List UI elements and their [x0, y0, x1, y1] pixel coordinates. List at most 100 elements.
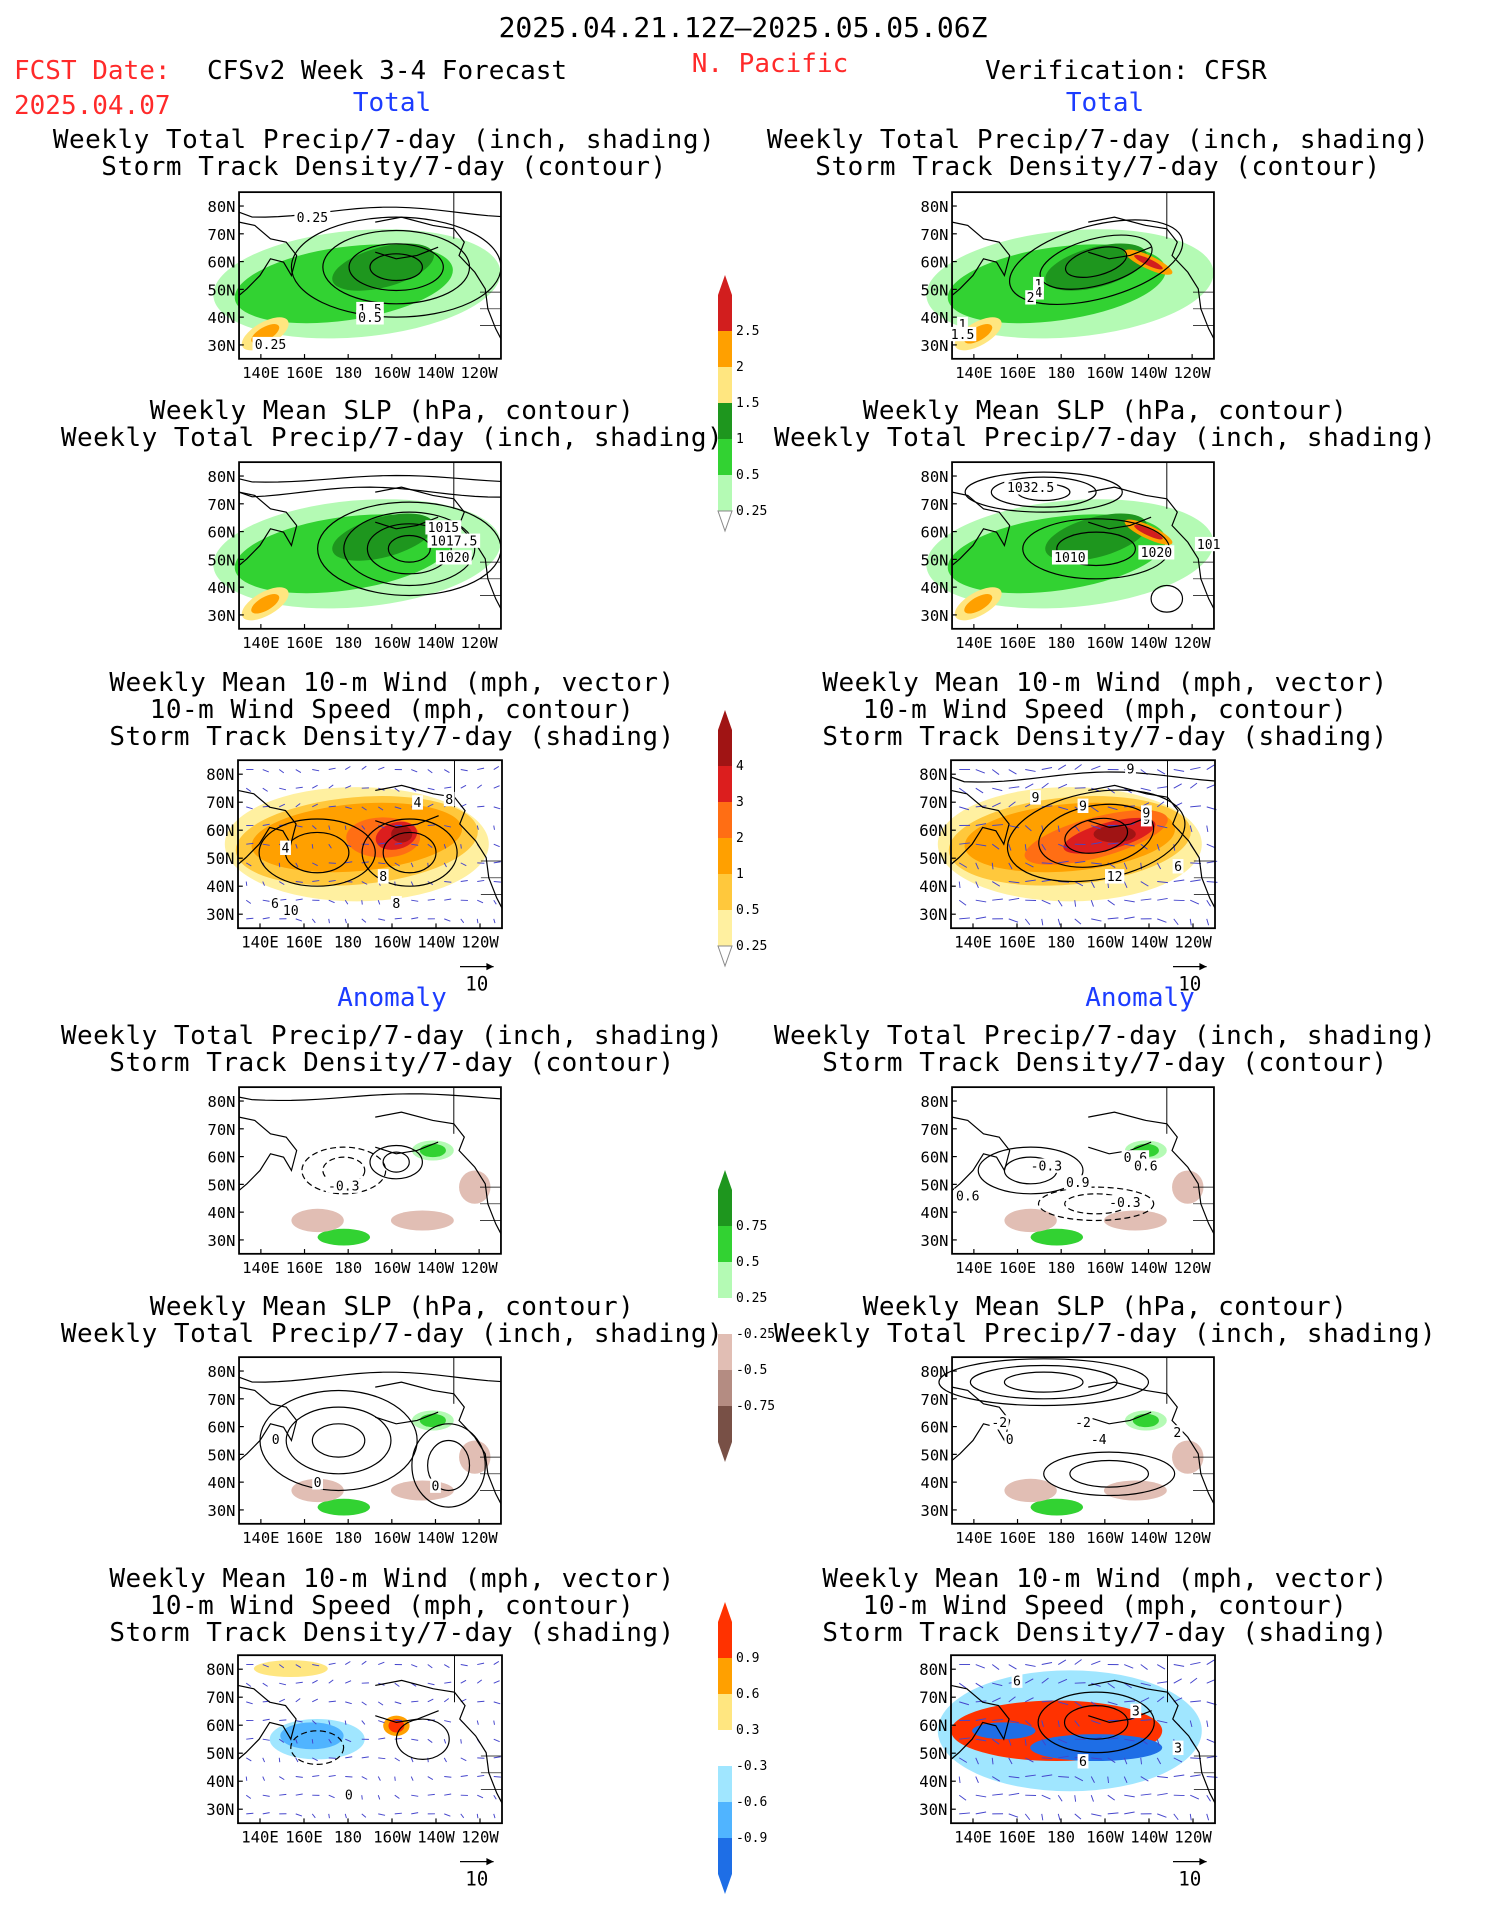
lon-label-180: 180 [1047, 364, 1075, 382]
colorbar-segment-1 [718, 1226, 732, 1262]
wind-anom-vector-3-14 [476, 1720, 479, 1725]
wind-vector-1-5 [1041, 782, 1049, 789]
wind-vector-2-0 [959, 806, 970, 811]
slp-contour-a [238, 474, 501, 483]
wind-vector-0-14 [477, 767, 485, 771]
wind-anom-vector-6-7 [1074, 1776, 1084, 1782]
contour-label-fp1-3-bg [356, 310, 384, 325]
lon-label-140W: 140W [417, 1259, 455, 1277]
colorbar-segment-4 [718, 1802, 732, 1838]
lat-label-40N: 40N [921, 1474, 949, 1492]
wind-vector-0-3 [295, 769, 302, 773]
wind-anom-vector-4-11 [1140, 1738, 1148, 1745]
wind-anom-vector-1-4 [1025, 1678, 1034, 1684]
wind-vector-8-15 [493, 918, 496, 924]
wind-anom-vector-7-10 [1124, 1794, 1135, 1798]
wind-anom-vector-4-0 [959, 1737, 970, 1740]
wind-vector-8-9 [1107, 917, 1119, 920]
wind-anom-vector-5-3 [295, 1757, 299, 1763]
coastline-north-america [375, 216, 502, 340]
slp-anom-pos-2-0 [427, 1439, 471, 1492]
wind-anom-vector-3-1 [262, 1718, 270, 1722]
colorbar-segment-3 [718, 403, 732, 439]
wind-anom-vector-5-0 [246, 1757, 252, 1762]
wind-vector-8-7 [1074, 918, 1082, 925]
storm-anom-pos-1 [977, 1146, 1084, 1195]
wind-vector-5-3 [1008, 862, 1013, 870]
wind-contour-1 [1038, 803, 1155, 868]
lat-label-60N: 60N [921, 254, 949, 272]
wind-anom-vector-0-4 [1025, 1664, 1036, 1667]
colorbar-segment-4 [718, 1370, 732, 1406]
wind-vector-3-2 [992, 824, 1003, 827]
contour-label-va1-4-bg [954, 1188, 982, 1203]
section-label-anomaly-right: Anomaly [1085, 983, 1195, 1013]
lon-label-160E: 160E [285, 933, 323, 951]
lat-label-40N: 40N [921, 1204, 949, 1222]
wind-vector-2-12 [1156, 801, 1165, 808]
lat-label-30N: 30N [921, 607, 949, 625]
storm-contour-1 [348, 243, 444, 292]
lat-label-80N: 80N [208, 1363, 236, 1381]
wind-anom-vector-8-12 [1157, 1813, 1167, 1818]
lat-label-70N: 70N [208, 496, 236, 514]
wind-vector-6-11 [1140, 881, 1149, 887]
colorbar-label-0: 0.9 [736, 1651, 759, 1666]
wind-anom-vector-6-6 [1058, 1776, 1070, 1778]
colorbar-label-4: 0.5 [736, 903, 759, 918]
wind-anom-vector-5-13 [1173, 1757, 1183, 1763]
contour-label-vp1-4: 1.5 [951, 328, 975, 343]
wind-vector-7-3 [295, 898, 303, 901]
wind-vector-0-15 [1206, 764, 1215, 770]
panel-title-va2: Weekly Mean SLP (hPa, contour) Weekly Tot… [773, 1292, 1437, 1349]
wind-vector-6-10 [1123, 881, 1128, 888]
contour-label-fa2-0-bg [312, 1475, 323, 1490]
wind-anom-vector-7-8 [377, 1795, 381, 1800]
slp-contour-0 [387, 534, 431, 563]
lat-label-50N: 50N [919, 1745, 947, 1763]
panel-title-fa1: Weekly Total Precip/7-day (inch, shading… [60, 1021, 724, 1078]
wind-anom-vector-2-15 [493, 1701, 501, 1705]
wind-anom-vector-4-4 [311, 1739, 314, 1744]
wind-vector-5-0 [959, 862, 968, 868]
contour-label-fp2-2-bg [435, 550, 472, 565]
lon-label-120W: 120W [1174, 1828, 1212, 1846]
lon-label-180: 180 [1047, 1259, 1075, 1277]
coastline-aleutians [375, 815, 439, 829]
wind-anom-vector-8-0 [959, 1812, 970, 1815]
date-range-title: 2025.04.21.12Z–2025.05.05.06Z [498, 11, 988, 44]
wind-vector-0-5 [328, 767, 336, 771]
lon-label-140W: 140W [417, 933, 455, 951]
wind-vector-0-7 [361, 765, 367, 770]
wind-vector-7-14 [1190, 899, 1200, 905]
slp-anom-pos-1 [285, 1406, 392, 1475]
lon-label-140E: 140E [241, 1828, 279, 1846]
wind-anom-contour-0 [1063, 1705, 1129, 1740]
plot-frame [950, 759, 1216, 930]
wind-anom-vector-6-11 [1140, 1776, 1149, 1782]
wind-anom-vector-7-1 [975, 1794, 987, 1798]
wind-vector-7-7 [361, 900, 363, 905]
wind-vector-8-9 [394, 917, 402, 920]
contour-label-fa1-0: -0.3 [328, 1179, 360, 1194]
wind-anom-vector-5-15 [493, 1756, 501, 1759]
wind-vector-6-1 [975, 881, 979, 888]
wind-anom-vector-4-6 [1058, 1738, 1068, 1744]
wind-vector-3-12 [1157, 825, 1168, 829]
wind-vector-8-15 [1206, 918, 1210, 926]
wind-vector-8-6 [1057, 918, 1061, 926]
wind-vector-1-4 [1025, 783, 1034, 789]
wind-anom-vector-2-7 [1074, 1701, 1083, 1708]
wind-vector-0-8 [378, 766, 385, 770]
colorbar-segment-5 [718, 1406, 732, 1442]
wind-vector-4-10 [411, 843, 419, 846]
plot-background [952, 1357, 1214, 1524]
wind-anom-vector-2-2 [279, 1698, 286, 1703]
wind-anom-vector-4-8 [378, 1737, 386, 1740]
wind-anom-vector-1-13 [460, 1679, 467, 1684]
wind-anom-vector-3-4 [1024, 1720, 1032, 1727]
wind-anom-vector-2-14 [1190, 1700, 1201, 1703]
wind-anom-vector-7-0 [958, 1794, 967, 1801]
wind-anom-vector-2-6 [1058, 1701, 1069, 1706]
wind-vector-4-5 [328, 843, 332, 849]
